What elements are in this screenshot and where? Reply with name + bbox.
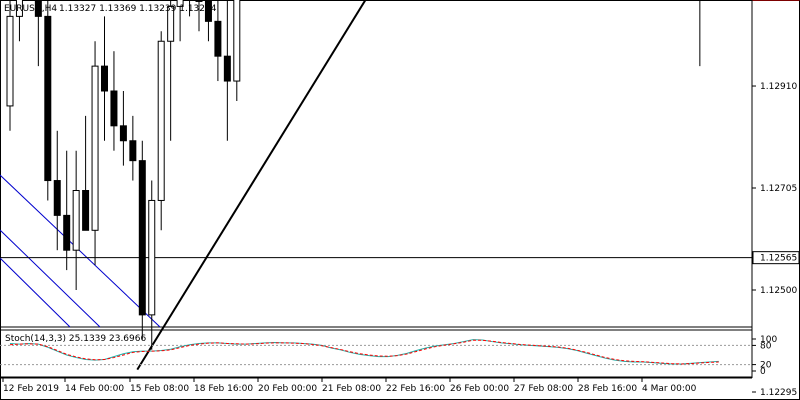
ohlc-readout: 1.13327 1.13369 1.13239 1.13284	[59, 4, 217, 14]
horizontal-price-lines[interactable]	[0, 0, 752, 259]
candle	[699, 0, 701, 67]
candle-body	[157, 40, 165, 201]
candle-body	[34, 0, 42, 17]
candle-body	[101, 65, 108, 92]
candle	[101, 16, 108, 141]
candle-body	[53, 180, 61, 216]
candle-body	[6, 15, 14, 107]
trendline-layer[interactable]	[136, 0, 720, 371]
time-tick-label: 18 Feb 16:00	[194, 384, 253, 394]
channel-line[interactable]	[0, 174, 161, 328]
candle	[119, 91, 127, 166]
time-tick-label: 22 Feb 16:00	[386, 384, 445, 394]
stochastic-level-label: 20	[760, 361, 772, 371]
stochastic-label: Stoch(14,3,3) 25.1339 23.6966	[5, 334, 146, 344]
price-tick-label: 1.12295	[760, 388, 797, 398]
price-tick-label: 1.12500	[760, 286, 797, 296]
candle-body	[72, 190, 80, 251]
candle-body	[223, 55, 231, 82]
candle-body	[167, 5, 175, 42]
candle-body	[138, 160, 146, 316]
candle-body	[176, 0, 184, 7]
time-tick-label: 26 Feb 00:00	[450, 384, 509, 394]
candlesticks	[6, 0, 701, 350]
time-tick-label: 28 Feb 16:00	[578, 384, 637, 394]
candle	[63, 150, 71, 271]
price-tag-box	[752, 251, 800, 265]
candle	[6, 0, 14, 131]
stochastic-signal-line	[9, 339, 719, 365]
candle	[15, 0, 23, 42]
candle	[148, 180, 156, 350]
time-axis[interactable]: 12 Feb 2019 14 Feb 00:00 15 Feb 08:00 18 Fe…	[2, 378, 697, 394]
candle-body	[91, 65, 99, 231]
stochastic-level-label: 100	[760, 335, 777, 345]
candle-body	[204, 0, 212, 22]
candle	[138, 140, 146, 340]
candle	[195, 0, 203, 32]
price-tags: 1.132751.130951.12565	[752, 0, 800, 265]
channel-line[interactable]	[0, 229, 101, 328]
price-tick-label: 1.12910	[760, 82, 797, 92]
candle-body	[148, 199, 156, 316]
channel-lines[interactable]	[0, 174, 161, 328]
time-tick-label: 12 Feb 2019	[3, 384, 59, 394]
price-tag: 1.12565	[752, 251, 800, 265]
candle	[176, 0, 184, 42]
time-tick-label: 27 Feb 08:00	[514, 384, 573, 394]
time-tick-label: 20 Feb 00:00	[258, 384, 317, 394]
trendline[interactable]	[136, 0, 720, 371]
time-tick-label: 14 Feb 00:00	[65, 384, 124, 394]
candle	[223, 0, 231, 141]
candle-body	[63, 214, 71, 251]
time-tick-label: 21 Feb 08:00	[322, 384, 381, 394]
candle-body	[15, 0, 23, 17]
candle	[167, 0, 175, 141]
stochastic-level-label: 80	[760, 341, 772, 351]
candle	[72, 150, 80, 290]
symbol-timeframe-label: EURUSD,H4	[4, 4, 57, 14]
time-tick-label: 4 Mar 00:00	[642, 384, 697, 394]
candle	[110, 51, 118, 151]
price-tag-label: 1.12565	[760, 254, 797, 264]
candle-body	[110, 90, 118, 127]
candle	[44, 0, 52, 201]
candle	[157, 31, 165, 231]
candle	[129, 115, 137, 181]
channel-line[interactable]	[0, 257, 71, 328]
time-tick-label: 15 Feb 08:00	[130, 384, 189, 394]
candle	[204, 0, 212, 42]
candle-body	[119, 125, 127, 142]
candle	[214, 0, 222, 82]
candle-body	[44, 15, 52, 182]
candle	[34, 0, 42, 67]
candle	[82, 115, 90, 231]
price-axis[interactable]: 1.141401.139351.137301.135251.133201.129…	[752, 0, 797, 398]
stochastic-oscillator	[0, 339, 752, 366]
stochastic-level-label: 0	[760, 367, 766, 377]
candle-body	[233, 0, 241, 82]
candle-body	[195, 0, 203, 2]
candle-body	[82, 190, 90, 231]
stochastic-main-line	[9, 339, 719, 365]
candle	[53, 130, 61, 251]
candle-body	[214, 20, 222, 57]
candle	[91, 41, 99, 266]
candle-body	[129, 140, 137, 162]
candle	[233, 0, 241, 101]
price-tick-label: 1.12705	[760, 184, 797, 194]
